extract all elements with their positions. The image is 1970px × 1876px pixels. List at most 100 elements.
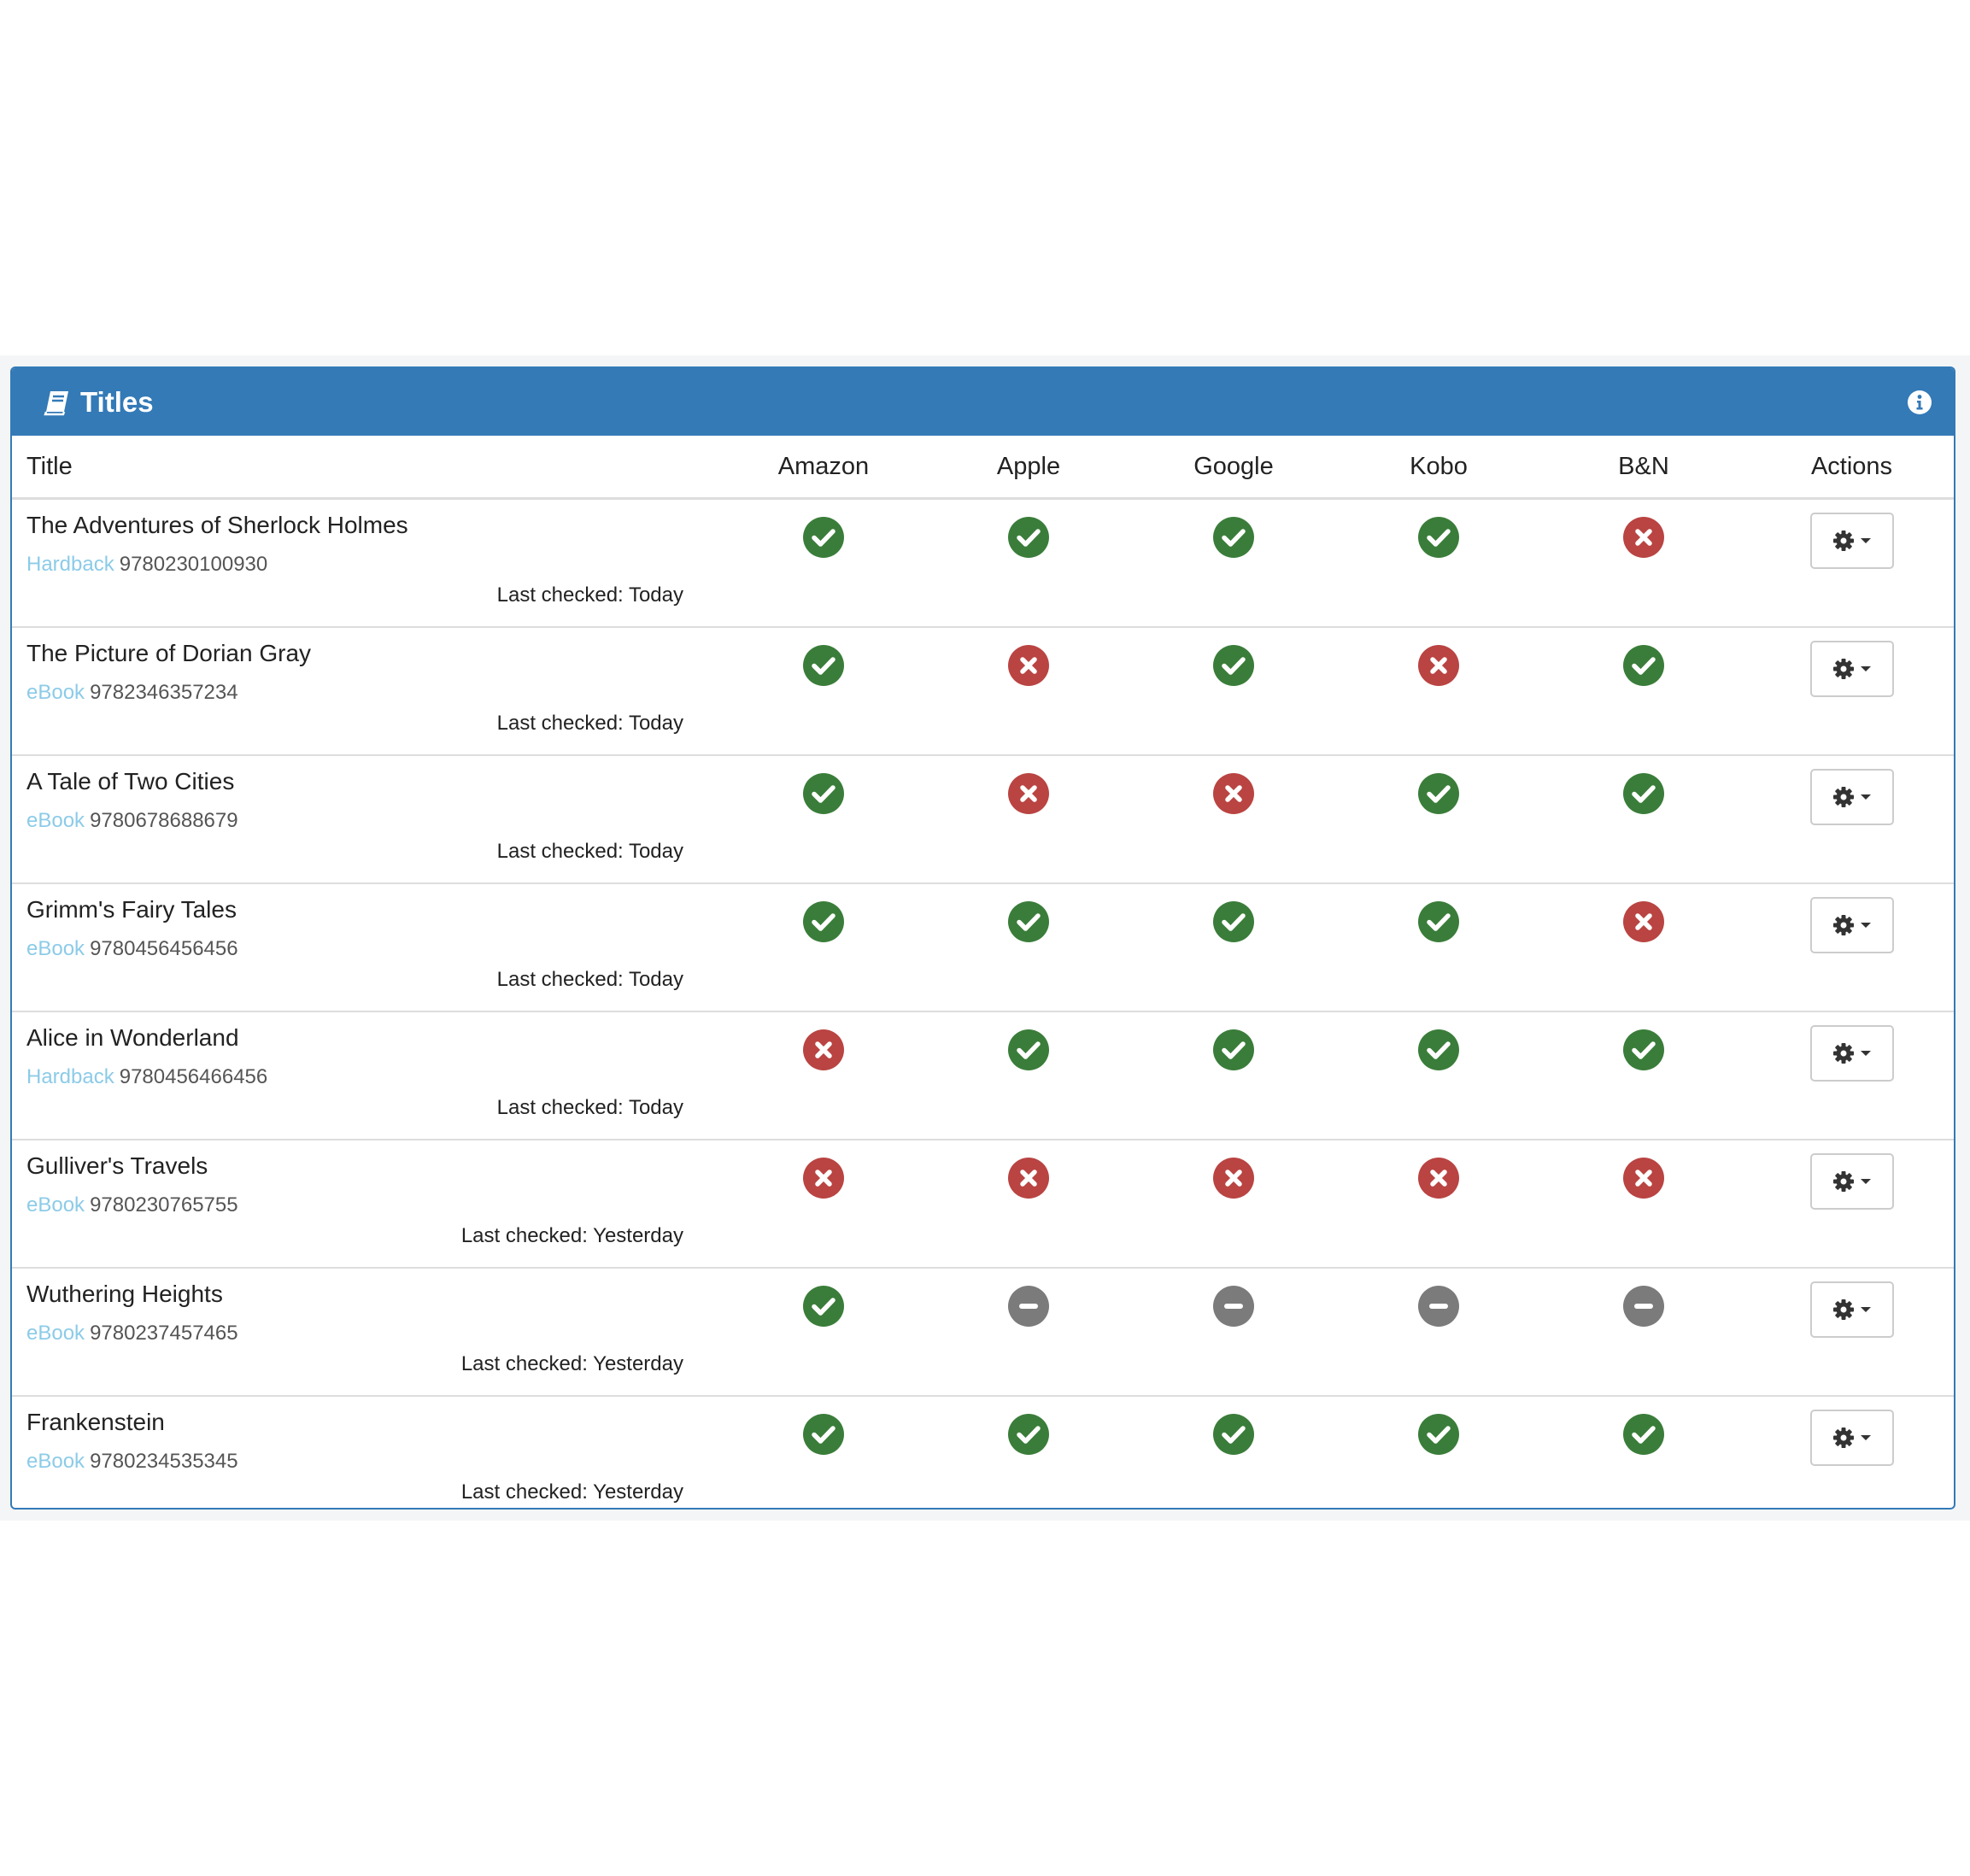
gear-icon <box>1832 786 1855 808</box>
kobo-cell <box>1336 1139 1541 1268</box>
actions-cell <box>1746 1011 1954 1140</box>
actions-cell <box>1746 754 1954 883</box>
kobo-cell <box>1336 626 1541 755</box>
chevron-down-icon <box>1860 536 1872 545</box>
bn-cell <box>1541 882 1746 1011</box>
chevron-down-icon <box>1860 793 1872 801</box>
actions-cell <box>1746 1395 1954 1508</box>
format-link[interactable]: eBook <box>26 1193 85 1216</box>
amazon-cell <box>721 499 926 628</box>
google-times-circle-icon <box>1212 1157 1255 1199</box>
table-row: Gulliver's Travels eBook 9780230765755 La… <box>12 1139 1954 1268</box>
apple-check-circle-icon <box>1007 1413 1050 1456</box>
amazon-cell <box>721 882 926 1011</box>
format-link[interactable]: eBook <box>26 1322 85 1345</box>
column-header-google: Google <box>1131 436 1336 500</box>
book-meta: eBook 9780678688679 <box>26 809 238 833</box>
format-link[interactable]: eBook <box>26 681 85 704</box>
bn-cell <box>1541 1011 1746 1140</box>
column-header-apple: Apple <box>926 436 1131 500</box>
amazon-cell <box>721 754 926 883</box>
bn-check-circle-icon <box>1622 1029 1665 1071</box>
amazon-times-circle-icon <box>802 1029 845 1071</box>
info-circle-icon[interactable] <box>1904 387 1935 418</box>
bn-check-circle-icon <box>1622 1413 1665 1456</box>
google-check-circle-icon <box>1212 1413 1255 1456</box>
amazon-check-circle-icon <box>802 772 845 815</box>
actions-cell <box>1746 882 1954 1011</box>
chevron-down-icon <box>1860 921 1872 929</box>
actions-dropdown-button[interactable] <box>1809 769 1894 825</box>
title-cell: Wuthering Heights eBook 9780237457465 Las… <box>12 1267 721 1396</box>
apple-cell <box>926 882 1131 1011</box>
apple-check-circle-icon <box>1007 900 1050 943</box>
format-link[interactable]: Hardback <box>26 553 114 576</box>
kobo-minus-circle-icon <box>1417 1285 1460 1328</box>
kobo-cell <box>1336 1267 1541 1396</box>
kobo-check-circle-icon <box>1417 900 1460 943</box>
chevron-down-icon <box>1860 1177 1872 1186</box>
apple-check-circle-icon <box>1007 516 1050 559</box>
table-row: The Picture of Dorian Gray eBook 97823463… <box>12 626 1954 755</box>
table-row: Grimm's Fairy Tales eBook 9780456456456 L… <box>12 882 1954 1011</box>
chevron-down-icon <box>1860 1305 1872 1314</box>
actions-dropdown-button[interactable] <box>1809 1410 1894 1466</box>
google-cell <box>1131 1395 1336 1508</box>
bn-cell <box>1541 626 1746 755</box>
apple-cell <box>926 754 1131 883</box>
bn-cell <box>1541 499 1746 628</box>
last-checked: Last checked: Yesterday <box>460 1224 683 1247</box>
google-cell <box>1131 882 1336 1011</box>
book-meta: eBook 9780456456456 <box>26 937 238 961</box>
kobo-cell <box>1336 882 1541 1011</box>
apple-times-circle-icon <box>1007 644 1050 687</box>
actions-cell <box>1746 1267 1954 1396</box>
amazon-check-circle-icon <box>802 644 845 687</box>
bn-cell <box>1541 754 1746 883</box>
actions-dropdown-button[interactable] <box>1809 1281 1894 1338</box>
amazon-check-circle-icon <box>802 1285 845 1328</box>
titles-table: Title Amazon Apple Google Kobo B&N Actio… <box>12 436 1954 1508</box>
isbn: 9782346357234 <box>90 681 238 704</box>
column-header-title: Title <box>12 436 721 500</box>
format-link[interactable]: eBook <box>26 937 85 960</box>
format-link[interactable]: Hardback <box>26 1065 114 1088</box>
actions-dropdown-button[interactable] <box>1809 897 1894 953</box>
actions-dropdown-button[interactable] <box>1809 641 1894 697</box>
title-cell: The Adventures of Sherlock Holmes Hardba… <box>12 499 721 628</box>
apple-cell <box>926 626 1131 755</box>
chevron-down-icon <box>1860 1049 1872 1058</box>
kobo-check-circle-icon <box>1417 1029 1460 1071</box>
actions-cell <box>1746 626 1954 755</box>
titles-panel: Titles Title Amazon Apple Google Kobo B&… <box>10 366 1955 1510</box>
format-link[interactable]: eBook <box>26 809 85 832</box>
title-cell: Alice in Wonderland Hardback 978045646645… <box>12 1011 721 1140</box>
apple-cell <box>926 1011 1131 1140</box>
column-header-amazon: Amazon <box>721 436 926 500</box>
isbn: 9780678688679 <box>90 809 238 832</box>
bn-check-circle-icon <box>1622 644 1665 687</box>
isbn: 9780230100930 <box>119 553 268 576</box>
kobo-cell <box>1336 1395 1541 1508</box>
table-row: Frankenstein eBook 9780234535345 Last che… <box>12 1395 1954 1508</box>
actions-cell <box>1746 1139 1954 1268</box>
gear-icon <box>1832 530 1855 552</box>
amazon-times-circle-icon <box>802 1157 845 1199</box>
actions-dropdown-button[interactable] <box>1809 1025 1894 1082</box>
google-check-circle-icon <box>1212 516 1255 559</box>
bn-times-circle-icon <box>1622 900 1665 943</box>
table-row: Alice in Wonderland Hardback 978045646645… <box>12 1011 1954 1140</box>
format-link[interactable]: eBook <box>26 1450 85 1473</box>
title-cell: The Picture of Dorian Gray eBook 97823463… <box>12 626 721 755</box>
kobo-check-circle-icon <box>1417 516 1460 559</box>
gear-icon <box>1832 1170 1855 1193</box>
title-cell: Frankenstein eBook 9780234535345 Last che… <box>12 1395 721 1508</box>
actions-cell <box>1746 499 1954 628</box>
isbn: 9780456456456 <box>90 937 238 960</box>
panel-title: Titles <box>80 385 154 418</box>
book-title: Gulliver's Travels <box>26 1152 208 1179</box>
actions-dropdown-button[interactable] <box>1809 513 1894 569</box>
book-meta: eBook 9782346357234 <box>26 681 238 705</box>
last-checked: Last checked: Yesterday <box>460 1352 683 1375</box>
actions-dropdown-button[interactable] <box>1809 1153 1894 1210</box>
